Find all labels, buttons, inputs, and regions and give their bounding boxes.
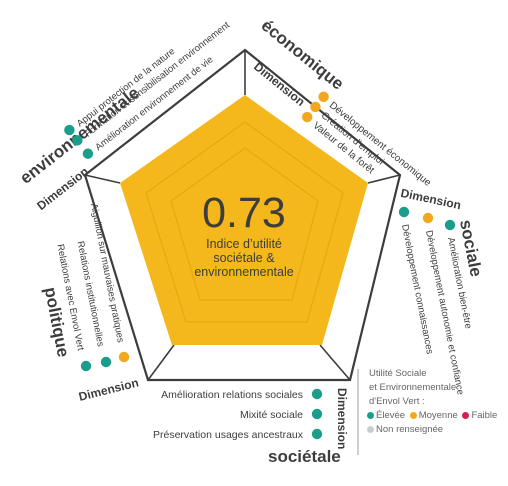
economique-level-dot-2: [310, 101, 321, 113]
economique-level-dot-3: [302, 111, 313, 123]
environnementale-level-dot-3: [82, 148, 94, 159]
societale-level-dot-1: [311, 388, 323, 400]
score-label-line-1: Indice d’utilité: [206, 237, 282, 251]
economique-level-dot-1: [318, 91, 329, 103]
politique-level-dot-3: [118, 351, 130, 363]
legend-row-1: Élevée Moyenne Faible: [365, 409, 507, 423]
score-pentagon-grid-2: [170, 147, 319, 301]
societale-level-dot-3: [311, 428, 323, 440]
societale-criterion-1: Amélioration relations sociales: [161, 389, 303, 401]
politique-word1: Dimension: [77, 375, 140, 403]
dimension-sociale: Dimension Développement connaissances Dé…: [398, 186, 486, 396]
legend-dot-faible: [462, 412, 470, 419]
politique-level-dot-2: [100, 356, 112, 368]
outer-pentagon-frame: [83, 48, 402, 382]
legend-label-elevee: Élevée: [376, 410, 406, 421]
societale-criterion-3: Préservation usages ancestraux: [153, 429, 304, 441]
societale-word2: sociétale: [268, 447, 341, 466]
environnementale-level-dot-1: [64, 124, 75, 136]
score-value: 0.73: [202, 189, 286, 237]
legend: Utilité Sociale et Environnementale d'En…: [357, 367, 507, 455]
legend-dot-moyenne: [409, 412, 417, 419]
legend-title-line-3: d'Envol Vert :: [369, 396, 425, 407]
legend-label-faible: Faible: [471, 410, 498, 421]
sociale-word1: Dimension: [399, 186, 462, 212]
legend-title-line-2: et Environnementale: [369, 382, 457, 393]
legend-row-2: Non renseignée: [365, 423, 507, 437]
pentagon-spokes: [84, 50, 401, 381]
sociale-level-dot-2: [422, 212, 434, 224]
score-pentagon-grid-1: [145, 121, 344, 323]
environnementale-criterion-1: Appui protection de la nature: [75, 46, 178, 129]
sociale-level-dot-3: [444, 219, 456, 231]
dimension-societale: Amélioration relations sociales Mixité s…: [153, 388, 349, 466]
politique-level-dot-1: [80, 360, 92, 372]
environnementale-level-dot-2: [72, 135, 83, 146]
score-label-line-3: environnementale: [194, 265, 293, 279]
legend-dot-non-renseignee: [367, 426, 374, 433]
societale-criterion-2: Mixité sociale: [240, 409, 303, 421]
legend-label-non-renseignee: Non renseignée: [376, 424, 444, 435]
societale-level-dot-2: [311, 408, 323, 420]
economique-word1: Dimension: [251, 59, 307, 108]
score-label-line-2: sociétale &: [213, 251, 275, 265]
legend-dot-elevee: [367, 412, 374, 419]
legend-bar: [357, 369, 359, 455]
score-pentagon: [120, 95, 368, 345]
sociale-level-dot-1: [398, 206, 410, 218]
societale-word1: Dimension: [335, 388, 349, 449]
legend-label-moyenne: Moyenne: [418, 410, 458, 421]
legend-title-line-1: Utilité Sociale: [369, 368, 427, 379]
